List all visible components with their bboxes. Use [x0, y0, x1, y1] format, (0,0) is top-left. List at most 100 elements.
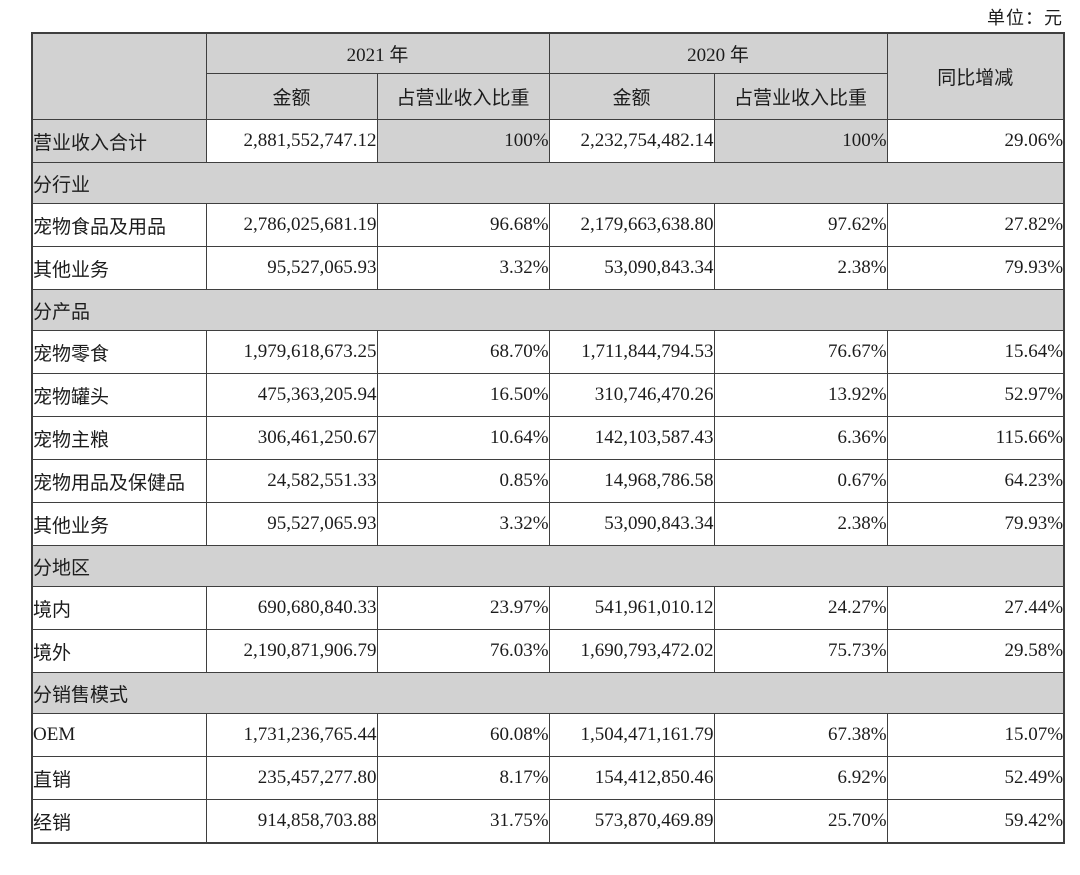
row-label: 其他业务: [31, 502, 207, 546]
amount-2021: 475,363,205.94: [205, 373, 378, 417]
yoy-change: 79.93%: [886, 502, 1065, 546]
row-label: 其他业务: [31, 246, 207, 290]
amount-2021: 95,527,065.93: [205, 502, 378, 546]
table-row: 境外 2,190,871,906.79 76.03% 1,690,793,472…: [31, 629, 1065, 673]
amount-2021: 914,858,703.88: [205, 799, 378, 844]
ratio-2021: 31.75%: [376, 799, 550, 844]
amount-2020: 53,090,843.34: [548, 502, 715, 546]
amount-2021: 2,881,552,747.12: [205, 119, 378, 163]
ratio-2020: 75.73%: [713, 629, 888, 673]
ratio-2021: 96.68%: [376, 203, 550, 247]
row-label: 境外: [31, 629, 207, 673]
ratio-2021: 16.50%: [376, 373, 550, 417]
table-row: 宠物零食 1,979,618,673.25 68.70% 1,711,844,7…: [31, 330, 1065, 374]
row-label: 直销: [31, 756, 207, 800]
ratio-2020: 76.67%: [713, 330, 888, 374]
ratio-2021: 8.17%: [376, 756, 550, 800]
amount-2021: 2,190,871,906.79: [205, 629, 378, 673]
yoy-change: 15.07%: [886, 713, 1065, 757]
yoy-change: 27.82%: [886, 203, 1065, 247]
ratio-2021: 60.08%: [376, 713, 550, 757]
yoy-change: 115.66%: [886, 416, 1065, 460]
ratio-2020: 2.38%: [713, 246, 888, 290]
amount-2021: 95,527,065.93: [205, 246, 378, 290]
table-row: 境内 690,680,840.33 23.97% 541,961,010.12 …: [31, 586, 1065, 630]
amount-2021: 1,979,618,673.25: [205, 330, 378, 374]
table-row: 宠物主粮 306,461,250.67 10.64% 142,103,587.4…: [31, 416, 1065, 460]
revenue-breakdown-table: 2021 年 2020 年 同比增减 金额 占营业收入比重 金额 占营业收入比重…: [31, 32, 1066, 844]
amount-2020: 2,232,754,482.14: [548, 119, 715, 163]
yoy-change: 29.06%: [886, 119, 1065, 163]
table-header-row-years: 2021 年 2020 年 同比增减: [31, 32, 1065, 120]
section-row-by-industry: 分行业: [31, 162, 1065, 204]
section-label: 分销售模式: [31, 672, 1065, 714]
table-row: 直销 235,457,277.80 8.17% 154,412,850.46 6…: [31, 756, 1065, 800]
header-ratio-2020: 占营业收入比重: [713, 73, 888, 120]
unit-label: 单位：元: [987, 8, 1063, 28]
amount-2021: 690,680,840.33: [205, 586, 378, 630]
amount-2020: 1,504,471,161.79: [548, 713, 715, 757]
row-label: 境内: [31, 586, 207, 630]
amount-2021: 306,461,250.67: [205, 416, 378, 460]
row-label: 宠物食品及用品: [31, 203, 207, 247]
header-amount-2021: 金额: [205, 73, 378, 120]
row-label: 宠物用品及保健品: [31, 459, 207, 503]
ratio-2021: 3.32%: [376, 502, 550, 546]
amount-2021: 1,731,236,765.44: [205, 713, 378, 757]
ratio-2020: 6.36%: [713, 416, 888, 460]
table-row: 其他业务 95,527,065.93 3.32% 53,090,843.34 2…: [31, 246, 1065, 290]
section-label: 分地区: [31, 545, 1065, 587]
amount-2020: 1,690,793,472.02: [548, 629, 715, 673]
yoy-change: 15.64%: [886, 330, 1065, 374]
ratio-2021: 23.97%: [376, 586, 550, 630]
amount-2020: 573,870,469.89: [548, 799, 715, 844]
ratio-2020: 13.92%: [713, 373, 888, 417]
ratio-2021: 10.64%: [376, 416, 550, 460]
yoy-change: 52.49%: [886, 756, 1065, 800]
ratio-2020: 6.92%: [713, 756, 888, 800]
amount-2021: 2,786,025,681.19: [205, 203, 378, 247]
table-row: OEM 1,731,236,765.44 60.08% 1,504,471,16…: [31, 713, 1065, 757]
amount-2020: 310,746,470.26: [548, 373, 715, 417]
section-row-by-product: 分产品: [31, 289, 1065, 331]
row-label: 宠物主粮: [31, 416, 207, 460]
header-amount-2020: 金额: [548, 73, 715, 120]
ratio-2020: 25.70%: [713, 799, 888, 844]
row-label: OEM: [31, 713, 207, 757]
section-label: 分产品: [31, 289, 1065, 331]
table-row-total-revenue: 营业收入合计 2,881,552,747.12 100% 2,232,754,4…: [31, 119, 1065, 163]
ratio-2020: 0.67%: [713, 459, 888, 503]
ratio-2021: 68.70%: [376, 330, 550, 374]
amount-2020: 142,103,587.43: [548, 416, 715, 460]
yoy-change: 27.44%: [886, 586, 1065, 630]
table-row: 宠物用品及保健品 24,582,551.33 0.85% 14,968,786.…: [31, 459, 1065, 503]
row-label: 宠物零食: [31, 330, 207, 374]
header-empty-cell: [31, 32, 207, 120]
amount-2021: 235,457,277.80: [205, 756, 378, 800]
amount-2020: 1,711,844,794.53: [548, 330, 715, 374]
amount-2020: 14,968,786.58: [548, 459, 715, 503]
amount-2020: 541,961,010.12: [548, 586, 715, 630]
header-yoy: 同比增减: [886, 32, 1065, 120]
ratio-2021: 0.85%: [376, 459, 550, 503]
ratio-2021: 100%: [376, 119, 550, 163]
table-row: 经销 914,858,703.88 31.75% 573,870,469.89 …: [31, 799, 1065, 844]
row-label: 宠物罐头: [31, 373, 207, 417]
amount-2021: 24,582,551.33: [205, 459, 378, 503]
yoy-change: 64.23%: [886, 459, 1065, 503]
yoy-change: 59.42%: [886, 799, 1065, 844]
amount-2020: 2,179,663,638.80: [548, 203, 715, 247]
table-header-row-metrics: 金额 占营业收入比重 金额 占营业收入比重: [32, 73, 1064, 120]
row-label: 营业收入合计: [31, 119, 207, 163]
ratio-2020: 24.27%: [713, 586, 888, 630]
section-row-by-sales-mode: 分销售模式: [31, 672, 1065, 714]
section-row-by-region: 分地区: [31, 545, 1065, 587]
yoy-change: 79.93%: [886, 246, 1065, 290]
header-year-2021: 2021 年: [205, 32, 550, 74]
table-row: 宠物食品及用品 2,786,025,681.19 96.68% 2,179,66…: [31, 203, 1065, 247]
header-year-2020: 2020 年: [548, 32, 888, 74]
ratio-2020: 100%: [713, 119, 888, 163]
ratio-2021: 3.32%: [376, 246, 550, 290]
amount-2020: 154,412,850.46: [548, 756, 715, 800]
yoy-change: 52.97%: [886, 373, 1065, 417]
